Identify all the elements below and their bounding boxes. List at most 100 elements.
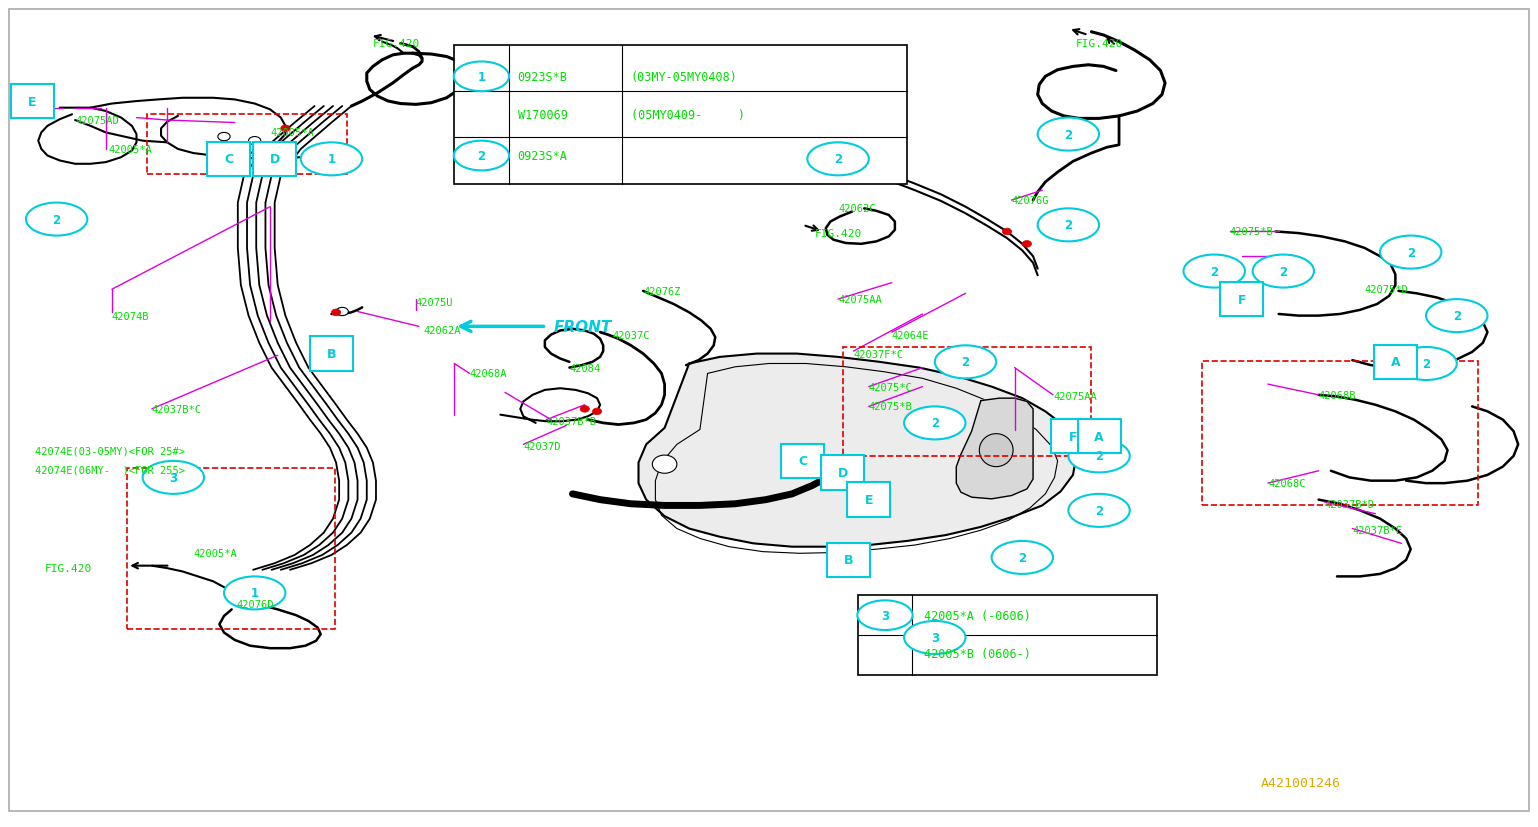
Text: D: D	[269, 153, 280, 166]
Bar	[821, 456, 864, 490]
Text: 2: 2	[1064, 219, 1072, 232]
Text: 42005*A (-0606): 42005*A (-0606)	[924, 609, 1030, 622]
Ellipse shape	[1023, 241, 1032, 248]
Circle shape	[904, 621, 966, 654]
Text: D: D	[838, 466, 847, 480]
Bar	[827, 543, 871, 577]
Text: 42037B*B: 42037B*B	[546, 417, 597, 427]
Text: 42005*A: 42005*A	[194, 548, 237, 558]
Text: 42075*C: 42075*C	[869, 382, 912, 392]
Polygon shape	[957, 399, 1034, 500]
Text: FRONT: FRONT	[554, 319, 612, 334]
Text: 2: 2	[1280, 265, 1287, 278]
Text: 2: 2	[1407, 246, 1415, 260]
Text: 42037B*C: 42037B*C	[152, 404, 201, 414]
Text: 42005*B (0606-): 42005*B (0606-)	[924, 648, 1030, 661]
Text: 42076Z: 42076Z	[643, 286, 681, 297]
Text: 2: 2	[1018, 552, 1026, 564]
Text: 42005*A: 42005*A	[109, 145, 152, 155]
Circle shape	[1252, 256, 1313, 289]
Text: W170069: W170069	[518, 108, 568, 122]
Text: 2: 2	[1210, 265, 1218, 278]
Text: 42074E(06MY-  )<FOR 255>: 42074E(06MY- )<FOR 255>	[35, 465, 185, 475]
Bar	[843, 347, 1092, 457]
Text: A421001246: A421001246	[1260, 777, 1340, 789]
Ellipse shape	[652, 456, 677, 474]
Text: (03MY-05MY0408): (03MY-05MY0408)	[631, 71, 738, 84]
Bar	[454, 45, 907, 184]
Text: FIG.420: FIG.420	[45, 563, 92, 573]
Circle shape	[1380, 237, 1441, 270]
Bar	[11, 84, 54, 119]
Text: F: F	[1069, 430, 1077, 443]
Text: 1: 1	[251, 586, 258, 600]
Text: 2: 2	[961, 356, 969, 369]
Text: 3: 3	[881, 609, 889, 622]
Text: 3: 3	[930, 631, 938, 644]
Circle shape	[1184, 256, 1244, 289]
Circle shape	[143, 461, 205, 495]
Text: 2: 2	[1453, 310, 1461, 323]
Text: 42064E: 42064E	[892, 330, 929, 340]
Bar	[1201, 361, 1478, 506]
Text: E: E	[864, 494, 874, 506]
Text: 42084: 42084	[569, 363, 601, 373]
Text: C: C	[798, 455, 807, 468]
Text: 42005*A: 42005*A	[271, 128, 314, 138]
Text: 42062A: 42062A	[423, 326, 461, 336]
Text: 42075*D: 42075*D	[1364, 284, 1409, 295]
Text: FIG.420: FIG.420	[815, 229, 863, 239]
Text: 42075AA: 42075AA	[1054, 392, 1097, 402]
Circle shape	[301, 143, 361, 176]
Circle shape	[1069, 440, 1130, 473]
Circle shape	[904, 407, 966, 440]
Text: 2: 2	[834, 153, 843, 166]
Text: A: A	[1094, 430, 1104, 443]
Text: (05MY0409-     ): (05MY0409- )	[631, 108, 744, 122]
Text: 42037B*E: 42037B*E	[1352, 525, 1403, 536]
Text: 42037B*D: 42037B*D	[1324, 500, 1375, 509]
Ellipse shape	[580, 406, 589, 413]
Circle shape	[857, 600, 912, 630]
Text: 3: 3	[169, 471, 177, 485]
Text: C: C	[225, 153, 234, 166]
Text: 2: 2	[52, 213, 60, 227]
Text: 0923S*A: 0923S*A	[518, 150, 568, 163]
Text: FIG.420: FIG.420	[372, 39, 420, 50]
Text: 42037C: 42037C	[612, 330, 651, 340]
Circle shape	[1038, 118, 1100, 151]
Bar	[1052, 419, 1095, 454]
Text: 2: 2	[1095, 504, 1103, 517]
Text: 42076D: 42076D	[237, 600, 274, 609]
Text: 42075AD: 42075AD	[75, 116, 118, 126]
Text: 0923S*B: 0923S*B	[518, 71, 568, 84]
Ellipse shape	[337, 308, 348, 316]
Text: 42075*B: 42075*B	[1229, 227, 1273, 237]
Circle shape	[935, 346, 997, 379]
Circle shape	[1395, 347, 1456, 380]
Text: E: E	[28, 95, 37, 108]
Circle shape	[1069, 495, 1130, 528]
Circle shape	[1038, 209, 1100, 242]
Ellipse shape	[1003, 229, 1012, 236]
Text: 42037F*C: 42037F*C	[854, 349, 903, 359]
Circle shape	[454, 141, 509, 171]
Text: 42068A: 42068A	[469, 369, 508, 379]
Ellipse shape	[225, 151, 234, 157]
Bar	[311, 337, 352, 371]
Text: B: B	[844, 554, 854, 566]
Circle shape	[1426, 299, 1487, 332]
Text: 2: 2	[1064, 128, 1072, 141]
Text: 42068C: 42068C	[1267, 479, 1306, 489]
Circle shape	[992, 541, 1054, 574]
Ellipse shape	[332, 309, 341, 316]
Bar	[847, 483, 891, 518]
Text: 1: 1	[477, 71, 486, 84]
Bar	[148, 115, 346, 174]
Text: B: B	[326, 347, 337, 361]
Text: FIG.420: FIG.420	[1077, 39, 1123, 50]
Text: 42075*B: 42075*B	[869, 402, 912, 412]
Bar	[1220, 283, 1263, 317]
Text: 42074E(03-05MY)<FOR 25#>: 42074E(03-05MY)<FOR 25#>	[35, 446, 185, 456]
Text: 2: 2	[1423, 357, 1430, 370]
